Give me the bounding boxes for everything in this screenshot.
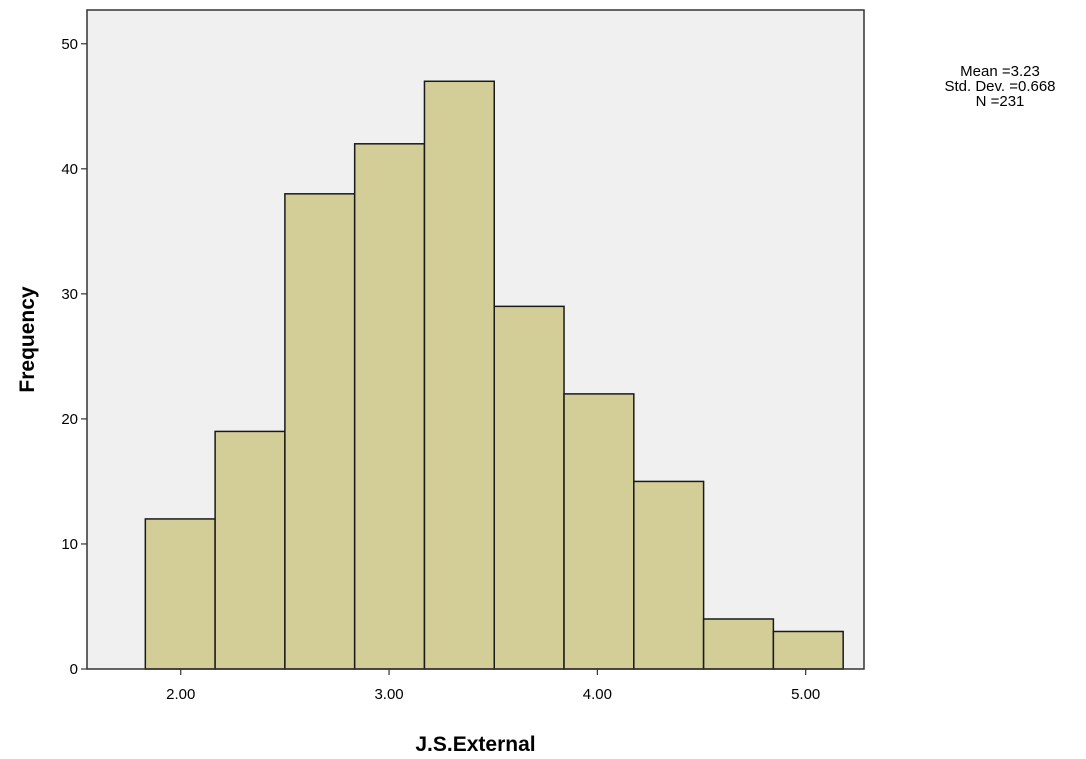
histogram-bar [563,393,635,670]
x-axis: 2.00 3.00 4.00 5.00 [166,669,820,703]
y-tick-label: 50 [61,36,78,53]
x-tick-label: 2.00 [166,686,195,703]
stat-mean: Mean =3.23 [960,63,1040,80]
y-axis-title: Frequency [16,286,39,393]
histogram-bar [493,305,565,670]
stat-std-dev: Std. Dev. =0.668 [944,78,1055,95]
x-tick-label: 5.00 [791,686,820,703]
histogram-bar [353,143,426,670]
y-axis: 0 10 20 30 40 50 [61,36,87,678]
stats-annotation: Mean =3.23 Std. Dev. =0.668 N =231 [944,63,1055,110]
y-tick-label: 20 [61,411,78,428]
x-tick-label: 3.00 [374,686,403,703]
histogram-bar [284,193,356,670]
y-tick-label: 30 [61,286,78,303]
y-tick-label: 0 [70,661,78,678]
histogram-bar [423,80,495,670]
plot-area-frame [86,9,865,670]
histogram-bar [144,518,216,670]
stat-n: N =231 [976,93,1025,110]
histogram-bar [772,630,844,670]
histogram-bar [702,618,775,670]
x-tick-label: 4.00 [583,686,612,703]
bars-group [144,80,844,670]
x-axis-title: J.S.External [415,733,535,756]
y-tick-label: 40 [61,161,78,178]
histogram-bar [214,430,286,670]
histogram-bar [633,480,705,670]
y-tick-label: 10 [61,536,78,553]
